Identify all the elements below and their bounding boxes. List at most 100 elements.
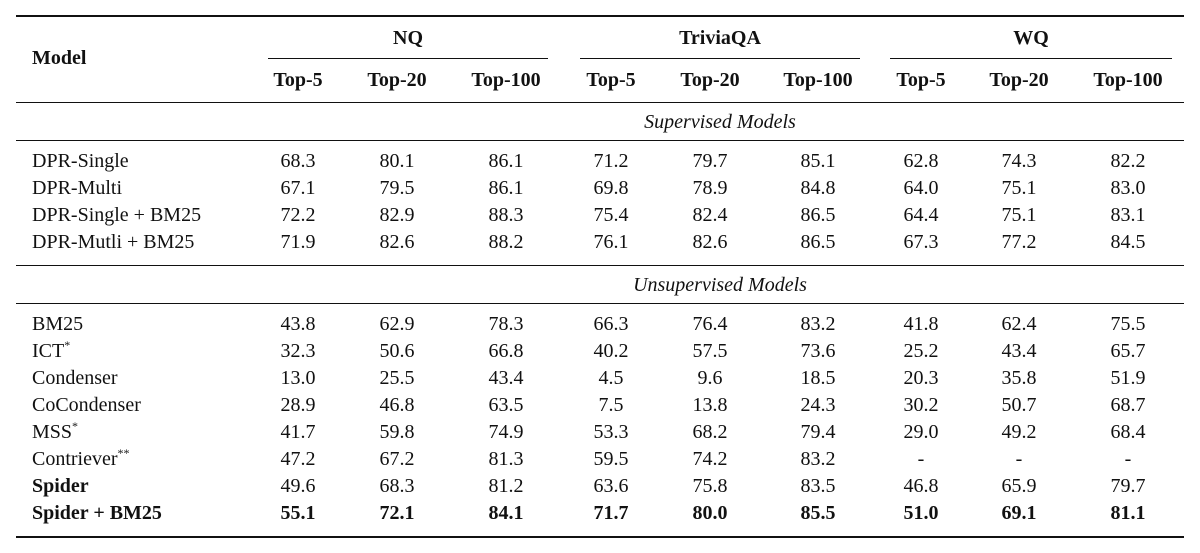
cell-value: 43.4 xyxy=(1001,340,1037,362)
rule xyxy=(268,57,548,59)
cell-value: 66.8 xyxy=(488,340,524,362)
column-header: Model xyxy=(32,47,87,69)
cell-value: 84.5 xyxy=(1110,231,1146,253)
cell-value: 72.2 xyxy=(280,204,316,226)
cell-value: 73.6 xyxy=(800,340,836,362)
cell-value: 75.5 xyxy=(1110,313,1146,335)
column-header: Top-20 xyxy=(989,69,1049,91)
cell-value: 78.9 xyxy=(692,177,728,199)
cell-value: 67.3 xyxy=(903,231,939,253)
cell-value: 47.2 xyxy=(280,448,316,470)
cell-value: 79.5 xyxy=(379,177,415,199)
cell-value: 81.2 xyxy=(488,475,524,497)
rule xyxy=(16,302,1184,304)
group-header: WQ xyxy=(1013,27,1049,49)
cell-value: 29.0 xyxy=(903,421,939,443)
cell-value: 86.5 xyxy=(800,231,836,253)
cell-value: 83.1 xyxy=(1110,204,1146,226)
superscript: ** xyxy=(117,446,130,460)
cell-value: 66.3 xyxy=(593,313,629,335)
cell-value: 82.4 xyxy=(692,204,728,226)
cell-value: 43.4 xyxy=(488,367,524,389)
column-header: Top-20 xyxy=(367,69,427,91)
cell-value: 28.9 xyxy=(280,394,316,416)
model-name: Spider xyxy=(32,475,89,497)
model-name: BM25 xyxy=(32,313,84,335)
cell-value: 50.6 xyxy=(379,340,415,362)
cell-value: 75.1 xyxy=(1001,204,1037,226)
cell-value: 68.3 xyxy=(379,475,415,497)
superscript: * xyxy=(64,338,71,352)
cell-value: 49.2 xyxy=(1001,421,1037,443)
cell-value: 86.1 xyxy=(488,177,524,199)
column-header: Top-5 xyxy=(896,69,946,91)
cell-value: 7.5 xyxy=(598,394,624,416)
cell-value: 53.3 xyxy=(593,421,629,443)
model-name: CoCondenser xyxy=(32,394,141,416)
cell-value: 88.2 xyxy=(488,231,524,253)
cell-value: 88.3 xyxy=(488,204,524,226)
cell-value: 78.3 xyxy=(488,313,524,335)
model-name: DPR-Multi xyxy=(32,177,123,199)
cell-value: 65.7 xyxy=(1110,340,1146,362)
model-name: Contriever** xyxy=(32,446,130,470)
cell-value: 30.2 xyxy=(903,394,939,416)
cell-value: 68.2 xyxy=(692,421,728,443)
rule xyxy=(580,57,860,59)
cell-value: 75.1 xyxy=(1001,177,1037,199)
cell-value: 9.6 xyxy=(697,367,723,389)
cell-value: 83.5 xyxy=(800,475,836,497)
cell-value: 40.2 xyxy=(593,340,629,362)
cell-value: 69.1 xyxy=(1001,502,1037,524)
cell-value: 80.0 xyxy=(692,502,728,524)
rule xyxy=(16,139,1184,141)
cell-value: 51.9 xyxy=(1110,367,1146,389)
cell-value: 82.6 xyxy=(692,231,728,253)
model-name: DPR-Mutli + BM25 xyxy=(32,231,195,253)
column-header: Top-5 xyxy=(586,69,636,91)
cell-value: - xyxy=(1124,448,1132,470)
column-header: Top-20 xyxy=(680,69,740,91)
cell-value: 83.0 xyxy=(1110,177,1146,199)
cell-value: 71.2 xyxy=(593,150,629,172)
cell-value: 74.3 xyxy=(1001,150,1037,172)
cell-value: 83.2 xyxy=(800,448,836,470)
cell-value: 51.0 xyxy=(903,502,939,524)
cell-value: 86.5 xyxy=(800,204,836,226)
cell-value: 62.8 xyxy=(903,150,939,172)
cell-value: 81.1 xyxy=(1110,502,1146,524)
cell-value: - xyxy=(1015,448,1023,470)
cell-value: 84.8 xyxy=(800,177,836,199)
cell-value: 64.4 xyxy=(903,204,939,226)
cell-value: 62.4 xyxy=(1001,313,1037,335)
cell-value: 25.2 xyxy=(903,340,939,362)
cell-value: 82.6 xyxy=(379,231,415,253)
cell-value: 79.7 xyxy=(692,150,728,172)
cell-value: 74.9 xyxy=(488,421,524,443)
model-name: MSS* xyxy=(32,419,79,443)
cell-value: 35.8 xyxy=(1001,367,1037,389)
cell-value: 24.3 xyxy=(800,394,836,416)
cell-value: 79.4 xyxy=(800,421,836,443)
cell-value: 46.8 xyxy=(903,475,939,497)
cell-value: 84.1 xyxy=(488,502,524,524)
cell-value: 49.6 xyxy=(280,475,316,497)
cell-value: 50.7 xyxy=(1001,394,1037,416)
group-header: NQ xyxy=(393,27,423,49)
cell-value: 59.8 xyxy=(379,421,415,443)
cell-value: 75.4 xyxy=(593,204,629,226)
cell-value: 67.1 xyxy=(280,177,316,199)
cell-value: 82.9 xyxy=(379,204,415,226)
cell-value: 64.0 xyxy=(903,177,939,199)
cell-value: 85.1 xyxy=(800,150,836,172)
cell-value: 63.6 xyxy=(593,475,629,497)
cell-value: 65.9 xyxy=(1001,475,1037,497)
cell-value: 41.7 xyxy=(280,421,316,443)
column-header: Top-5 xyxy=(273,69,323,91)
cell-value: 76.1 xyxy=(593,231,629,253)
cell-value: 18.5 xyxy=(800,367,836,389)
cell-value: 43.8 xyxy=(280,313,316,335)
cell-value: 68.3 xyxy=(280,150,316,172)
cell-value: 83.2 xyxy=(800,313,836,335)
section-title: Supervised Models xyxy=(644,111,796,133)
